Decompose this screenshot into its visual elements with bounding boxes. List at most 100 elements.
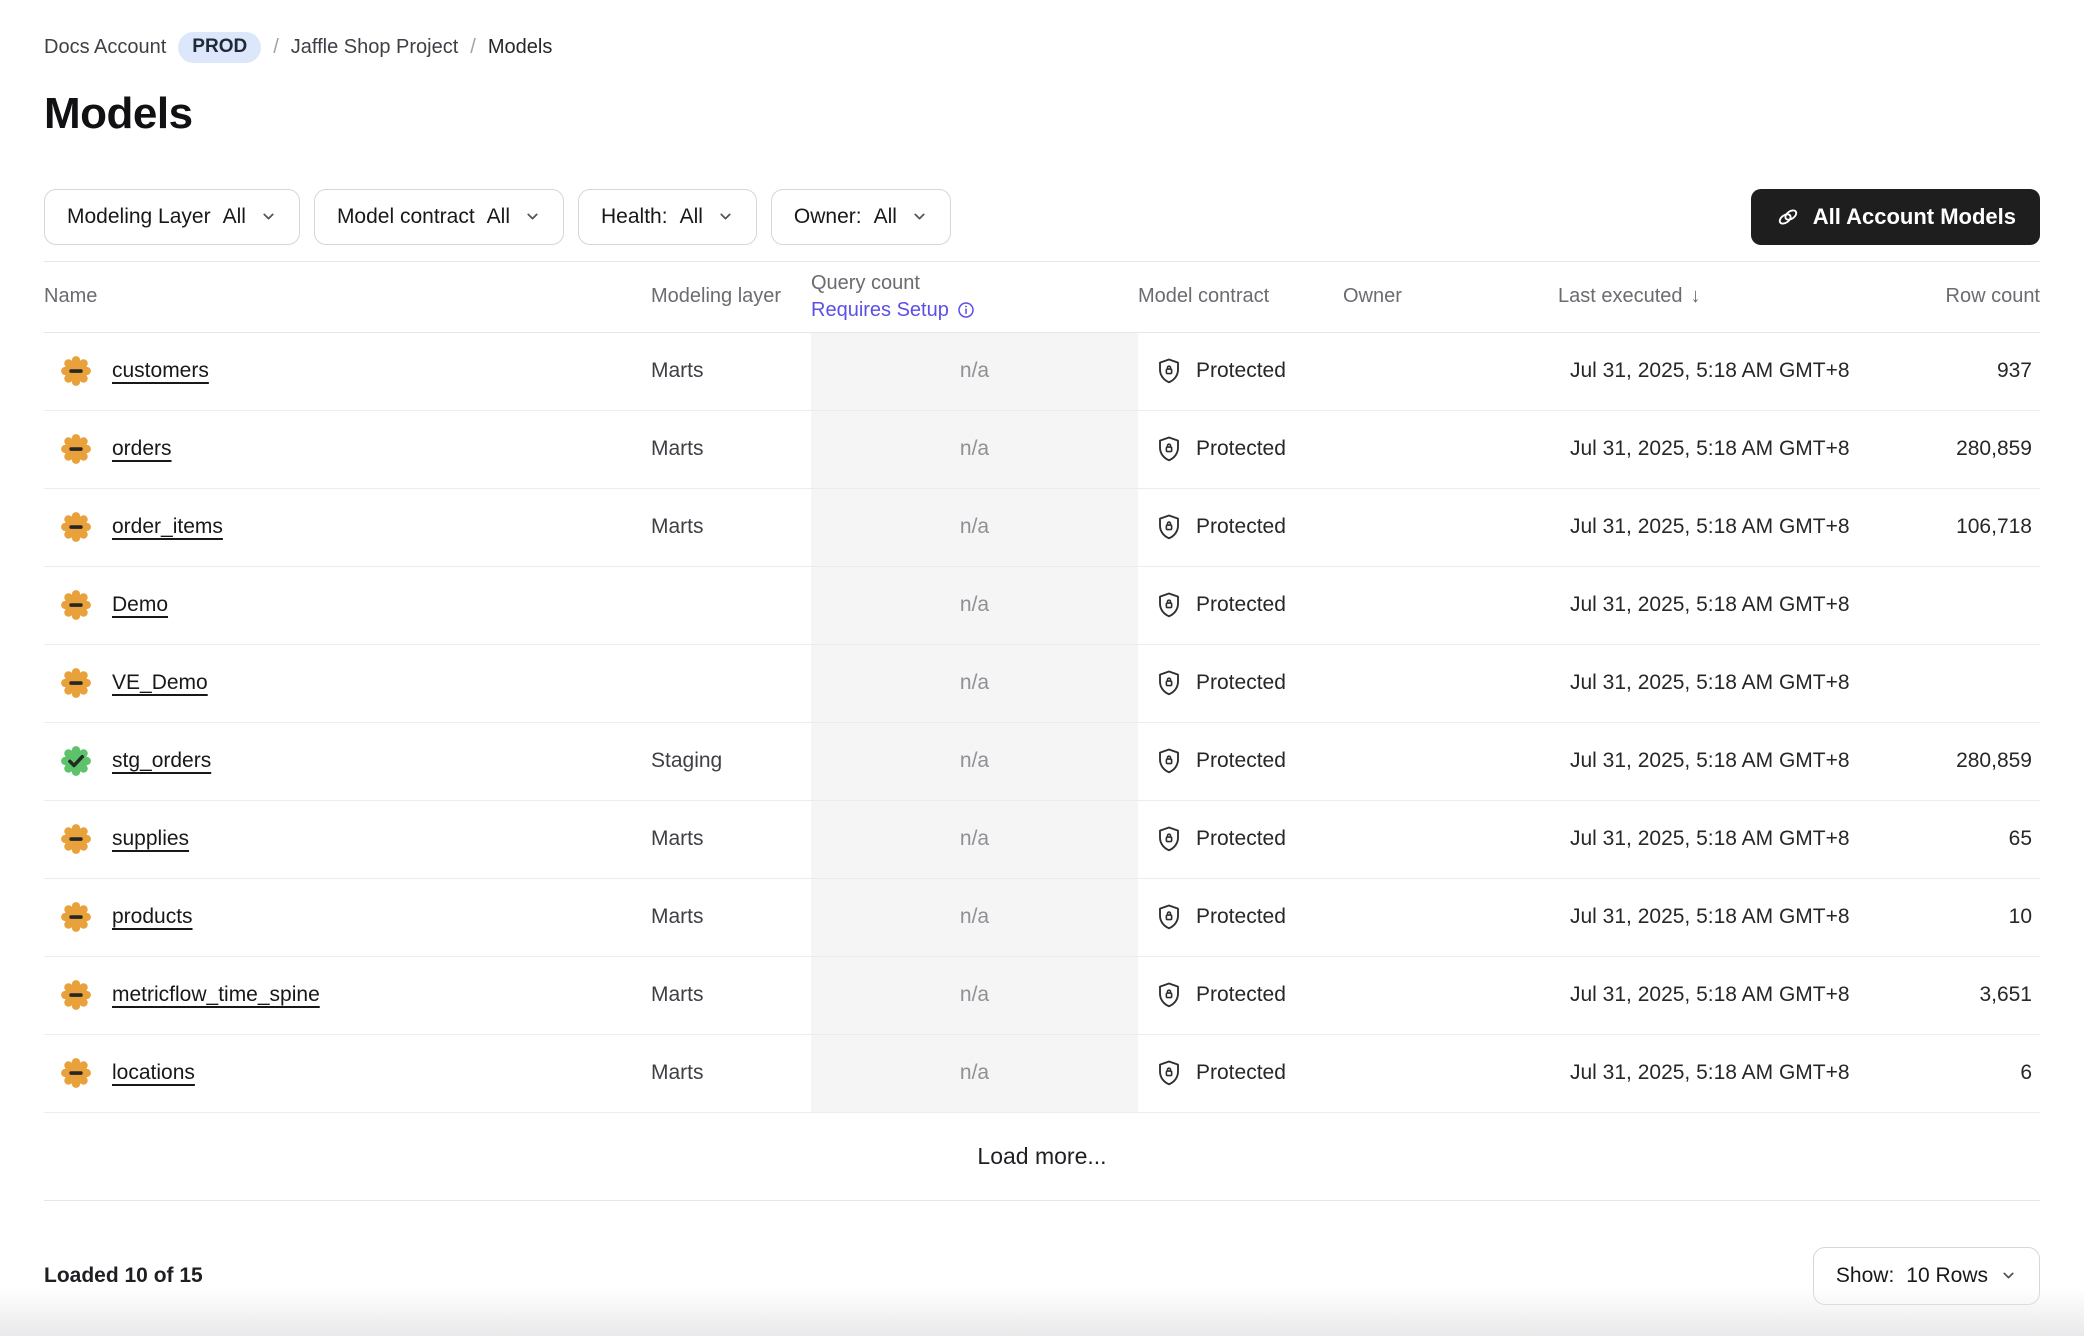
breadcrumb-current: Models <box>487 35 553 58</box>
shield-lock-icon <box>1154 980 1184 1010</box>
shield-lock-icon <box>1154 824 1184 854</box>
model-name-cell: customers <box>44 333 651 410</box>
query-count-cell: n/a <box>811 566 1138 644</box>
table-header: Name Modeling layer Query count Requires… <box>44 260 2040 333</box>
model-health-icon <box>60 901 92 933</box>
query-count-cell: n/a <box>811 800 1138 878</box>
column-header-modeling-layer: Modeling layer <box>651 285 782 308</box>
model-name-cell: VE_Demo <box>44 645 651 722</box>
query-count-label: Query count <box>811 271 920 294</box>
query-count-cell: n/a <box>811 332 1138 410</box>
shield-lock-icon <box>1154 434 1184 464</box>
model-health-icon <box>60 979 92 1011</box>
modeling-layer-cell: Marts <box>651 905 704 929</box>
model-contract-label: Protected <box>1196 827 1286 851</box>
model-name-link[interactable]: stg_orders <box>112 749 212 773</box>
table-row: metricflow_time_spine Marts n/a Protecte… <box>44 956 2040 1035</box>
show-rows-value: 10 Rows <box>1906 1263 1988 1287</box>
query-count-cell: n/a <box>811 956 1138 1034</box>
table-footer: Loaded 10 of 15 Show: 10 Rows <box>44 1246 2040 1305</box>
query-count-cell: n/a <box>811 1034 1138 1112</box>
model-name-cell: supplies <box>44 801 651 878</box>
table-row: order_items Marts n/a Protected Jul 31, … <box>44 488 2040 567</box>
last-executed-cell: Jul 31, 2025, 5:18 AM GMT+8 <box>1570 905 1850 929</box>
model-contract-filter[interactable]: Model contract All <box>313 188 565 245</box>
model-name-cell: order_items <box>44 489 651 566</box>
model-health-icon <box>60 823 92 855</box>
shield-lock-icon <box>1154 746 1184 776</box>
last-executed-cell: Jul 31, 2025, 5:18 AM GMT+8 <box>1570 593 1850 617</box>
column-header-last-executed[interactable]: Last executed ↓ <box>1558 285 1701 308</box>
all-account-models-label: All Account Models <box>1812 203 2016 229</box>
row-count-cell: 65 <box>2008 827 2032 851</box>
modeling-layer-cell: Marts <box>651 437 704 461</box>
model-name-link[interactable]: supplies <box>112 827 190 851</box>
model-health-icon <box>60 511 92 543</box>
load-more-button[interactable]: Load more... <box>977 1142 1107 1169</box>
modeling-layer-filter[interactable]: Modeling Layer All <box>44 188 300 245</box>
modeling-layer-cell: Marts <box>651 515 704 539</box>
show-rows-label: Show: <box>1835 1263 1895 1287</box>
owner-cell <box>1343 333 1558 410</box>
query-count-cell: n/a <box>811 878 1138 956</box>
model-contract-cell: Protected <box>1138 645 1343 722</box>
query-count-cell: n/a <box>811 644 1138 722</box>
shield-lock-icon <box>1154 512 1184 542</box>
chevron-down-icon <box>717 208 734 225</box>
filter-value: All <box>486 204 511 228</box>
info-icon[interactable] <box>956 300 976 320</box>
models-page: Docs Account PROD / Jaffle Shop Project … <box>44 32 2040 1305</box>
model-contract-cell: Protected <box>1138 957 1343 1034</box>
model-name-link[interactable]: Demo <box>112 593 169 617</box>
requires-setup-link[interactable]: Requires Setup <box>811 297 1138 324</box>
model-name-cell: locations <box>44 1035 651 1112</box>
table-row: customers Marts n/a Protected Jul 31, 20… <box>44 332 2040 411</box>
load-more-row: Load more... <box>44 1113 2040 1201</box>
filter-label: Health: <box>601 204 668 228</box>
last-executed-cell: Jul 31, 2025, 5:18 AM GMT+8 <box>1570 437 1850 461</box>
owner-cell <box>1343 879 1558 956</box>
model-name-cell: orders <box>44 411 651 488</box>
model-contract-label: Protected <box>1196 593 1286 617</box>
column-header-query-count: Query count Requires Setup <box>811 262 1138 332</box>
last-executed-cell: Jul 31, 2025, 5:18 AM GMT+8 <box>1570 515 1850 539</box>
model-name-cell: Demo <box>44 567 651 644</box>
owner-cell <box>1343 411 1558 488</box>
model-name-link[interactable]: VE_Demo <box>112 671 208 695</box>
model-name-link[interactable]: products <box>112 905 193 929</box>
filter-bar: Modeling Layer All Model contract All He… <box>44 188 951 245</box>
owner-cell <box>1343 645 1558 722</box>
row-count-cell: 106,718 <box>1956 515 2032 539</box>
owner-filter[interactable]: Owner: All <box>770 188 951 245</box>
model-name-link[interactable]: order_items <box>112 515 223 539</box>
model-name-link[interactable]: orders <box>112 437 172 461</box>
health-filter[interactable]: Health: All <box>578 188 757 245</box>
filter-label: Owner: <box>793 204 862 228</box>
model-contract-label: Protected <box>1196 515 1286 539</box>
query-count-cell: n/a <box>811 488 1138 566</box>
row-count-cell <box>1888 567 2040 644</box>
environment-badge: PROD <box>178 32 262 63</box>
model-contract-cell: Protected <box>1138 879 1343 956</box>
model-contract-label: Protected <box>1196 437 1286 461</box>
model-contract-cell: Protected <box>1138 567 1343 644</box>
filter-label: Model contract <box>336 204 475 228</box>
column-header-name: Name <box>44 285 98 308</box>
modeling-layer-cell <box>651 567 811 644</box>
model-contract-cell: Protected <box>1138 723 1343 800</box>
chevron-down-icon <box>2000 1267 2017 1284</box>
breadcrumb-account-link[interactable]: Docs Account <box>44 35 167 58</box>
toolbar: Modeling Layer All Model contract All He… <box>44 188 2040 245</box>
model-name-link[interactable]: customers <box>112 359 209 383</box>
breadcrumb-project-link[interactable]: Jaffle Shop Project <box>290 35 459 58</box>
model-name-link[interactable]: metricflow_time_spine <box>112 983 320 1007</box>
row-count-cell: 937 <box>1996 359 2032 383</box>
shield-lock-icon <box>1154 590 1184 620</box>
owner-cell <box>1343 567 1558 644</box>
row-count-cell: 3,651 <box>1979 983 2032 1007</box>
show-rows-dropdown[interactable]: Show: 10 Rows <box>1812 1246 2040 1305</box>
model-name-link[interactable]: locations <box>112 1061 195 1085</box>
all-account-models-button[interactable]: All Account Models <box>1750 188 2040 245</box>
filter-value: All <box>679 204 703 228</box>
query-count-cell: n/a <box>811 722 1138 800</box>
